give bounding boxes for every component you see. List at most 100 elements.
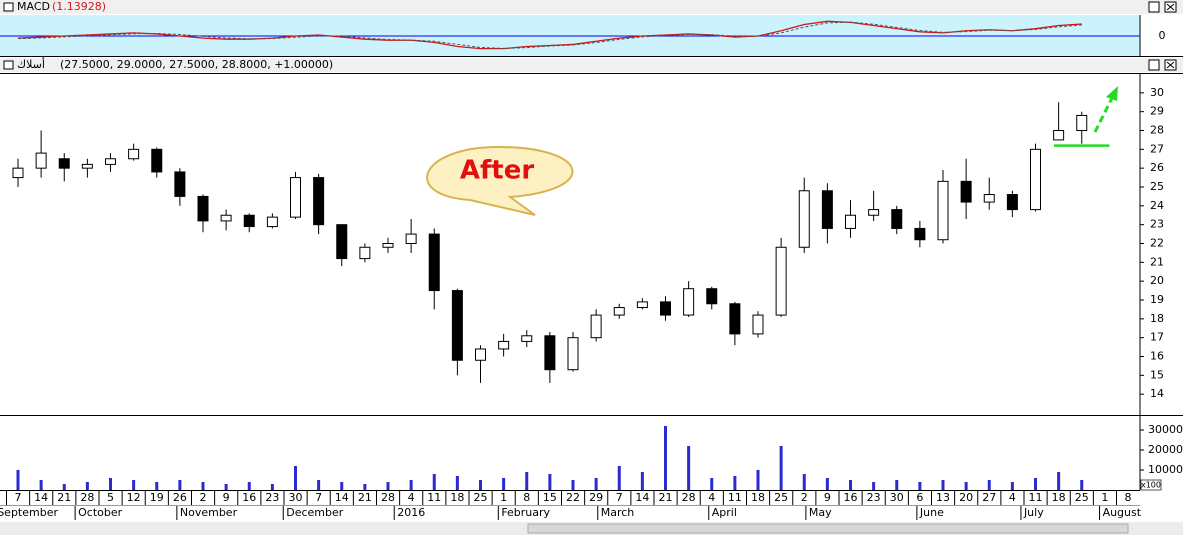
candle-body (266, 216, 278, 228)
macd-title: MACD (17, 0, 50, 13)
volume-bar (895, 480, 899, 490)
x-tick-label: 20 (959, 491, 973, 504)
y-tick-label: 20 (1150, 274, 1164, 287)
x-tick-label: 11 (427, 491, 441, 504)
candle-body (405, 233, 417, 244)
candle-body (798, 190, 810, 248)
candle-body (35, 152, 47, 169)
x-tick-label: 11 (728, 491, 742, 504)
panel-icon (3, 60, 14, 70)
candle-body (937, 180, 949, 241)
candle-body (359, 246, 371, 260)
volume-bar (710, 478, 714, 490)
volume-bar (872, 482, 876, 490)
volume-bar (294, 466, 297, 490)
candle-body (683, 288, 695, 316)
x-tick-label: 14 (335, 491, 349, 504)
candle-body (313, 177, 325, 226)
y-tick-label: 21 (1150, 255, 1164, 268)
y-tick-label: 22 (1150, 237, 1164, 250)
volume-bar (363, 484, 367, 490)
candle-body (775, 246, 787, 316)
candle-body (567, 337, 579, 371)
x-tick-label: 12 (127, 491, 141, 504)
x-tick-label: 30 (890, 491, 904, 504)
x-tick-label: 9 (824, 491, 831, 504)
month-label: October (78, 506, 122, 519)
x-tick-label: 16 (242, 491, 256, 504)
macd-value: (1.13928) (52, 0, 106, 13)
macd-line (17, 20, 1082, 50)
x-tick-label: 19 (150, 491, 164, 504)
y-tick-label: 16 (1150, 350, 1164, 363)
x-tick-label: 14 (635, 491, 649, 504)
candle-body (891, 209, 903, 229)
x-tick-label: 23 (265, 491, 279, 504)
volume-bar (409, 480, 413, 490)
month-label: November (180, 506, 238, 519)
x-tick-label: 18 (450, 491, 464, 504)
volume-bar (525, 472, 529, 490)
volume-bar (224, 484, 228, 490)
x-tick-label: 18 (751, 491, 765, 504)
macd-line (17, 21, 1082, 49)
volume-bar (733, 476, 737, 490)
volume-bar (571, 480, 575, 490)
volume-bar (825, 478, 829, 490)
candle-body (336, 224, 348, 260)
x-tick-label: 1 (500, 491, 507, 504)
unit-box (1140, 479, 1162, 491)
volume-bar (317, 480, 321, 490)
x-tick-label: 25 (474, 491, 488, 504)
volume-bar (617, 466, 621, 490)
candle-body (1030, 148, 1041, 211)
x-tick-label: 25 (774, 491, 788, 504)
volume-bar (664, 426, 667, 490)
candle-body (498, 340, 510, 350)
month-label: September (0, 506, 58, 519)
x-tick-label: 14 (34, 491, 48, 504)
volume-bar (39, 480, 43, 490)
trend-arrow (1093, 95, 1115, 133)
month-label: December (286, 506, 344, 519)
price-title: أسلاك (17, 57, 45, 71)
x-tick-label: 21 (659, 491, 673, 504)
candle-body (521, 335, 533, 342)
y-tick-label: 24 (1150, 199, 1164, 212)
x-tick-label: 1 (1101, 491, 1108, 504)
price-header (0, 58, 1183, 72)
y-tick-label: 0 (1159, 29, 1166, 42)
candle-body (706, 288, 718, 305)
candle-body (243, 214, 255, 228)
scroll-thumb[interactable] (527, 523, 1129, 534)
volume-bar (109, 478, 112, 490)
candle-body (914, 227, 926, 241)
candle-body (636, 301, 648, 309)
y-tick-label: 30 (1150, 86, 1164, 99)
volume-bar (1057, 472, 1061, 490)
y-tick-label: 29 (1150, 105, 1164, 118)
month-label: 2016 (397, 506, 425, 519)
volume-bar (201, 482, 205, 490)
volume-bar (987, 480, 991, 490)
candle-body (868, 209, 880, 216)
candle-body (220, 214, 232, 222)
candle-body (105, 158, 116, 165)
x-tick-label: 6 (916, 491, 923, 504)
candle-body (752, 314, 764, 335)
annotation: After (460, 156, 534, 186)
x-tick-label: 28 (381, 491, 395, 504)
x-tick-label: 28 (682, 491, 696, 504)
candle-body (428, 233, 440, 292)
volume-bar (1080, 480, 1084, 490)
volume-bar (1010, 482, 1014, 490)
x-tick-label: 29 (589, 491, 603, 504)
x-tick-label: 28 (80, 491, 94, 504)
candle-body (382, 243, 394, 248)
candle-body (590, 314, 602, 339)
candle-body (174, 171, 186, 197)
restore-button[interactable] (1148, 1, 1160, 13)
y-tick-label: 26 (1150, 161, 1164, 174)
candle-body (821, 190, 833, 229)
restore-button[interactable] (1148, 59, 1160, 71)
